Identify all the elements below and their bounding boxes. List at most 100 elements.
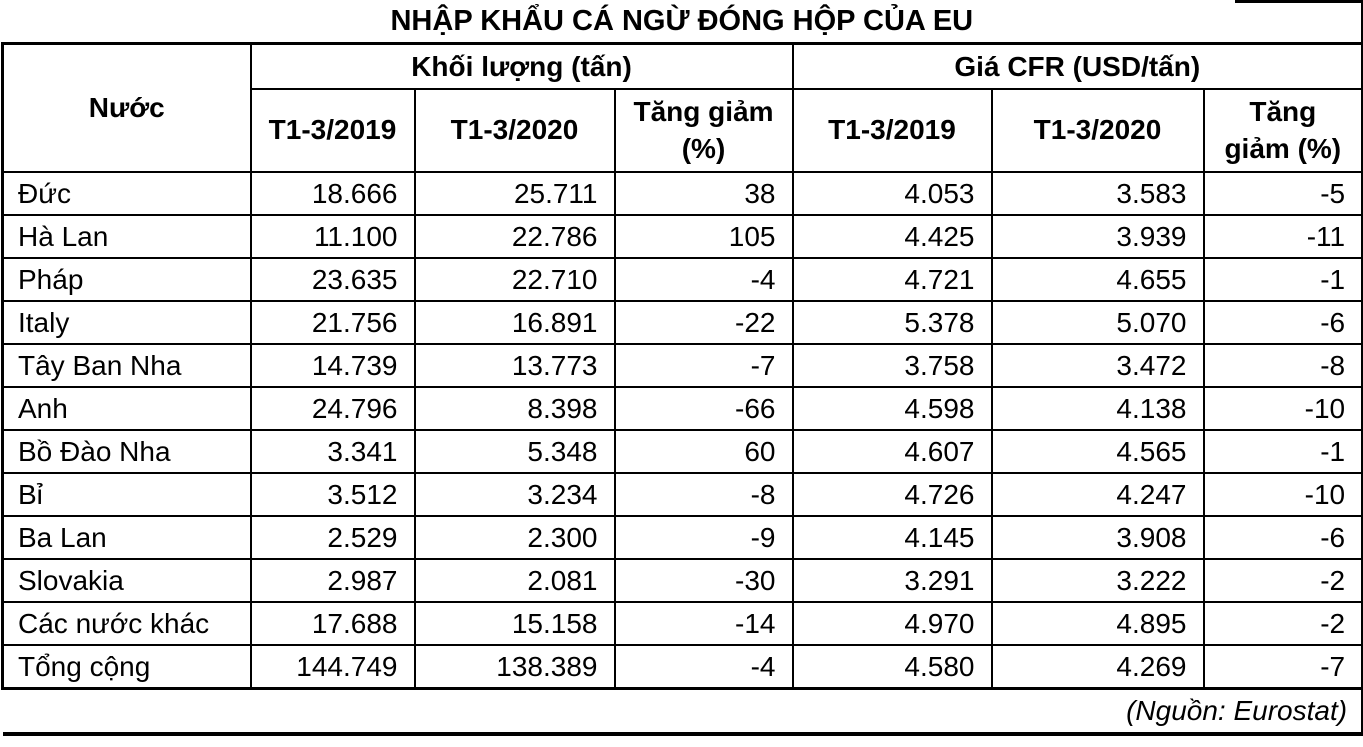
group-header-row: Nước Khối lượng (tấn) Giá CFR (USD/tấn): [1, 42, 1363, 173]
value-cell: -10: [1202, 386, 1363, 431]
country-cell: Tây Ban Nha: [1, 343, 252, 388]
table-row: Bỉ 3.512 3.234 -8 4.726 4.247 -10: [1, 472, 1363, 517]
value-cell: 11.100: [249, 214, 416, 259]
value-cell: 144.749: [249, 644, 416, 690]
table-row: Bồ Đào Nha 3.341 5.348 60 4.607 4.565 -1: [1, 429, 1363, 474]
value-cell: 3.758: [791, 343, 993, 388]
country-cell: Hà Lan: [1, 214, 252, 259]
value-cell: -14: [613, 601, 794, 646]
value-cell: 4.425: [791, 214, 993, 259]
title-row: NHẬP KHẨU CÁ NGỪ ĐÓNG HỘP CỦA EU: [2, 0, 1363, 45]
value-cell: 3.291: [791, 558, 993, 603]
value-cell: 4.970: [791, 601, 993, 646]
value-cell: 2.529: [249, 515, 416, 560]
value-cell: 4.895: [990, 601, 1205, 646]
value-cell: -2: [1202, 558, 1363, 603]
col-header-country: Nước: [1, 42, 252, 173]
value-cell: 4.580: [791, 644, 993, 690]
country-cell: Ba Lan: [1, 515, 252, 560]
value-cell: 2.300: [413, 515, 616, 560]
value-cell: 5.378: [791, 300, 993, 345]
value-cell: -66: [613, 386, 794, 431]
col-header-price-2020: T1-3/2020: [990, 88, 1205, 173]
value-cell: -8: [1202, 343, 1363, 388]
country-cell: Bồ Đào Nha: [1, 429, 252, 474]
value-cell: 4.247: [990, 472, 1205, 517]
value-cell: 4.726: [791, 472, 993, 517]
value-cell: 4.598: [791, 386, 993, 431]
source-row: (Nguồn: Eurostat): [2, 687, 1363, 736]
value-cell: 15.158: [413, 601, 616, 646]
value-cell: 3.908: [990, 515, 1205, 560]
value-cell: 3.472: [990, 343, 1205, 388]
country-cell: Italy: [1, 300, 252, 345]
value-cell: -6: [1202, 300, 1363, 345]
country-cell: Đức: [1, 171, 252, 216]
value-cell: 13.773: [413, 343, 616, 388]
value-cell: 4.053: [791, 171, 993, 216]
value-cell: 3.234: [413, 472, 616, 517]
value-cell: 3.512: [249, 472, 416, 517]
value-cell: -22: [613, 300, 794, 345]
value-cell: -7: [613, 343, 794, 388]
value-cell: 5.348: [413, 429, 616, 474]
value-cell: 4.655: [990, 257, 1205, 302]
country-cell: Tổng cộng: [1, 644, 252, 690]
value-cell: 5.070: [990, 300, 1205, 345]
value-cell: -2: [1202, 601, 1363, 646]
value-cell: -4: [613, 644, 794, 690]
col-group-price: Giá CFR (USD/tấn): [791, 42, 1363, 90]
table-row: Slovakia 2.987 2.081 -30 3.291 3.222 -2: [1, 558, 1363, 603]
value-cell: 38: [613, 171, 794, 216]
value-cell: 4.269: [990, 644, 1205, 690]
col-header-volume-2019: T1-3/2019: [249, 88, 416, 173]
value-cell: 3.341: [249, 429, 416, 474]
value-cell: -4: [613, 257, 794, 302]
value-cell: 18.666: [249, 171, 416, 216]
table-row: Ba Lan 2.529 2.300 -9 4.145 3.908 -6: [1, 515, 1363, 560]
table-row: Anh 24.796 8.398 -66 4.598 4.138 -10: [1, 386, 1363, 431]
value-cell: 2.987: [249, 558, 416, 603]
value-cell: 3.939: [990, 214, 1205, 259]
value-cell: 138.389: [413, 644, 616, 690]
value-cell: 3.222: [990, 558, 1205, 603]
country-cell: Slovakia: [1, 558, 252, 603]
value-cell: 60: [613, 429, 794, 474]
value-cell: 24.796: [249, 386, 416, 431]
table-row: Đức 18.666 25.711 38 4.053 3.583 -5: [1, 171, 1363, 216]
value-cell: 14.739: [249, 343, 416, 388]
value-cell: -11: [1202, 214, 1363, 259]
table-row-total: Tổng cộng 144.749 138.389 -4 4.580 4.269…: [1, 644, 1363, 690]
value-cell: 4.607: [791, 429, 993, 474]
value-cell: 4.565: [990, 429, 1205, 474]
value-cell: 21.756: [249, 300, 416, 345]
value-cell: 25.711: [413, 171, 616, 216]
country-cell: Anh: [1, 386, 252, 431]
sub-header-row: T1-3/2019 T1-3/2020 Tăng giảm (%) T1-3/2…: [3, 88, 1363, 173]
col-header-price-change: Tăng giảm (%): [1202, 88, 1363, 173]
col-header-volume-change: Tăng giảm (%): [613, 88, 794, 173]
value-cell: -5: [1202, 171, 1363, 216]
value-cell: 105: [613, 214, 794, 259]
value-cell: -8: [613, 472, 794, 517]
value-cell: 4.138: [990, 386, 1205, 431]
value-cell: -6: [1202, 515, 1363, 560]
page-title: NHẬP KHẨU CÁ NGỪ ĐÓNG HỘP CỦA EU: [2, 0, 1363, 45]
col-header-price-2019: T1-3/2019: [791, 88, 993, 173]
value-cell: -7: [1202, 644, 1363, 690]
value-cell: -1: [1202, 429, 1363, 474]
value-cell: 3.583: [990, 171, 1205, 216]
value-cell: 22.710: [413, 257, 616, 302]
value-cell: 17.688: [249, 601, 416, 646]
col-header-volume-2020: T1-3/2020: [413, 88, 616, 173]
value-cell: 8.398: [413, 386, 616, 431]
table-row: Tây Ban Nha 14.739 13.773 -7 3.758 3.472…: [1, 343, 1363, 388]
country-cell: Bỉ: [1, 472, 252, 517]
table-row: Italy 21.756 16.891 -22 5.378 5.070 -6: [1, 300, 1363, 345]
value-cell: 4.721: [791, 257, 993, 302]
value-cell: 2.081: [413, 558, 616, 603]
value-cell: -9: [613, 515, 794, 560]
table-row: Các nước khác 17.688 15.158 -14 4.970 4.…: [1, 601, 1363, 646]
